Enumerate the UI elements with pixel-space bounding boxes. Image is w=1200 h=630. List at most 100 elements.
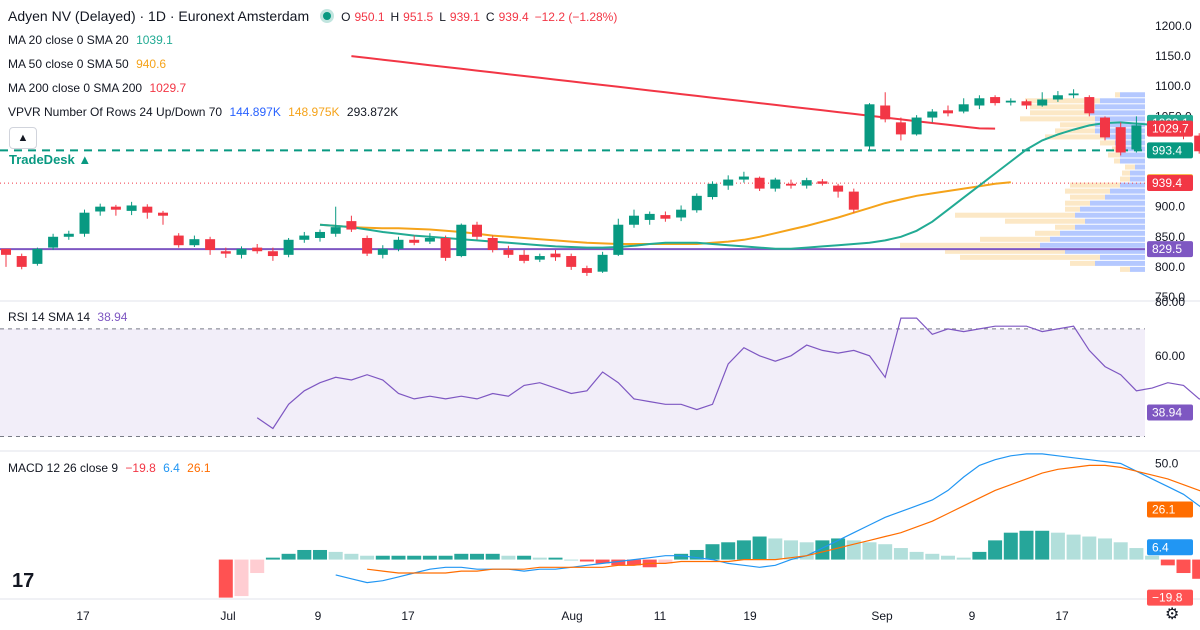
chart-legend-header: Adyen NV (Delayed) · 1D · Euronext Amste… [8,8,627,24]
candle-body [377,248,388,255]
candle-body [409,239,420,243]
candle-body [927,111,938,118]
macd-histogram-bar [1160,559,1175,566]
macd-histogram-bar [265,557,280,560]
candle-body [236,248,247,255]
price-axis-badge-label: 939.4 [1152,176,1182,190]
macd-histogram-bar [344,553,359,560]
macd-histogram-bar [1066,534,1081,560]
macd-histogram-bar [831,538,846,560]
vpvr-up-bar [1060,230,1145,236]
macd-histogram-bar [328,551,343,560]
candle-body [1100,117,1110,138]
vpvr-down-bar [1025,98,1100,104]
price-axis-badge-label: 1029.7 [1152,122,1189,136]
candle-body [362,237,373,254]
time-tick-label: 17 [1055,609,1069,623]
ma200-legend[interactable]: MA 200 close 0 SMA 200 1029.7 [8,81,190,95]
macd-histogram-bar [611,559,626,566]
macd-histogram-bar [941,555,955,560]
candle-body [958,104,969,112]
candle-body [911,117,922,135]
macd-histogram-bar [1050,532,1065,560]
vpvr-down-bar [900,242,1040,248]
candle-body [220,251,231,254]
tradingview-logo[interactable]: 17 [12,570,35,592]
rsi-line [256,317,1200,430]
candle-body [142,206,153,213]
vpvr-up-bar [1110,188,1145,194]
macd-histogram-bar [548,557,563,560]
macd-value-badge [1147,589,1193,606]
price-tick-label: 800.0 [1155,260,1185,274]
rsi-label: RSI 14 SMA 14 [8,310,91,324]
macd-value-badge [1147,501,1193,518]
vpvr-down-bar [980,236,1050,242]
candle-body [472,224,482,237]
ma50-value: 940.6 [136,57,167,71]
vpvr-legend[interactable]: VPVR Number Of Rows 24 Up/Down 70 144.89… [8,105,402,119]
candle-body [1084,97,1095,114]
collapse-legend-button[interactable]: ▲ [9,127,37,149]
macd-histogram-bar [1192,559,1200,579]
vpvr-down-bar [1070,182,1120,188]
vpvr-down-bar [1055,224,1075,230]
candle-body [990,97,1001,104]
vpvr-down-bar [1100,140,1115,146]
macd-histogram-bar [375,555,390,560]
rsi-value-badge-label: 38.94 [1152,405,1182,419]
macd-histogram-bar [501,555,516,560]
macd-histogram-bar [595,559,610,564]
vpvr-down-bar [1114,158,1120,164]
macd-histogram-bar [1019,530,1034,560]
symbol-title[interactable]: Adyen NV (Delayed) · 1D · Euronext Amste… [8,8,310,24]
ma20-line [319,121,1168,250]
candle-body [644,213,655,220]
candle-body [267,251,278,257]
ohlc-high: 951.5 [403,10,434,24]
vpvr-up-bar [1115,140,1145,146]
candle-body [79,212,90,234]
candle-body [943,110,953,114]
candle-body [833,185,844,192]
vpvr-down-bar [1125,164,1135,170]
vpvr-down-bar [1030,104,1095,110]
macd-histogram-bar [1176,559,1191,574]
ma200-value: 1029.7 [149,81,187,95]
chevron-up-icon: ▲ [17,132,29,144]
candle-body [1115,127,1126,153]
ma20-value: 1039.1 [136,33,173,47]
candle-body [691,195,702,211]
rsi-band [0,328,1145,437]
macd-value-badge-label: 26.1 [1152,502,1176,516]
gear-icon[interactable]: ⚙ [1165,606,1180,623]
vpvr-up-bar [1135,164,1145,170]
vpvr-up-bar [1130,176,1145,182]
vpvr-down-bar [1108,152,1120,158]
vpvr-up-bar [1040,242,1145,248]
price-axis-badge [1147,241,1193,258]
macd-legend[interactable]: MACD 12 26 close 9 −19.8 6.4 26.1 [8,461,215,475]
candle-body [283,239,294,255]
candle-body [487,237,498,251]
vpvr-up-bar [1095,116,1145,122]
ma50-legend[interactable]: MA 50 close 0 SMA 50 940.6 [8,57,170,71]
macd-histogram-bar [893,548,908,560]
tradedesk-label[interactable]: TradeDesk ▲ [9,152,92,167]
time-tick-label: 17 [76,609,90,623]
rsi-value: 38.94 [97,310,128,324]
macd-histogram-bar [485,553,500,560]
candle-body [864,104,875,147]
candle-body [48,236,59,248]
vpvr-up-bar [1065,248,1145,254]
vpvr-down-value: 148.975K [288,105,340,119]
candle-body [393,239,404,249]
rsi-legend[interactable]: RSI 14 SMA 14 38.94 [8,310,131,324]
ma20-legend[interactable]: MA 20 close 0 SMA 20 1039.1 [8,33,177,47]
vpvr-down-bar [1020,116,1095,122]
vpvr-down-bar [1065,200,1090,206]
candle-body [974,98,985,106]
candle-body [880,105,891,120]
vpvr-up-bar [1090,200,1145,206]
